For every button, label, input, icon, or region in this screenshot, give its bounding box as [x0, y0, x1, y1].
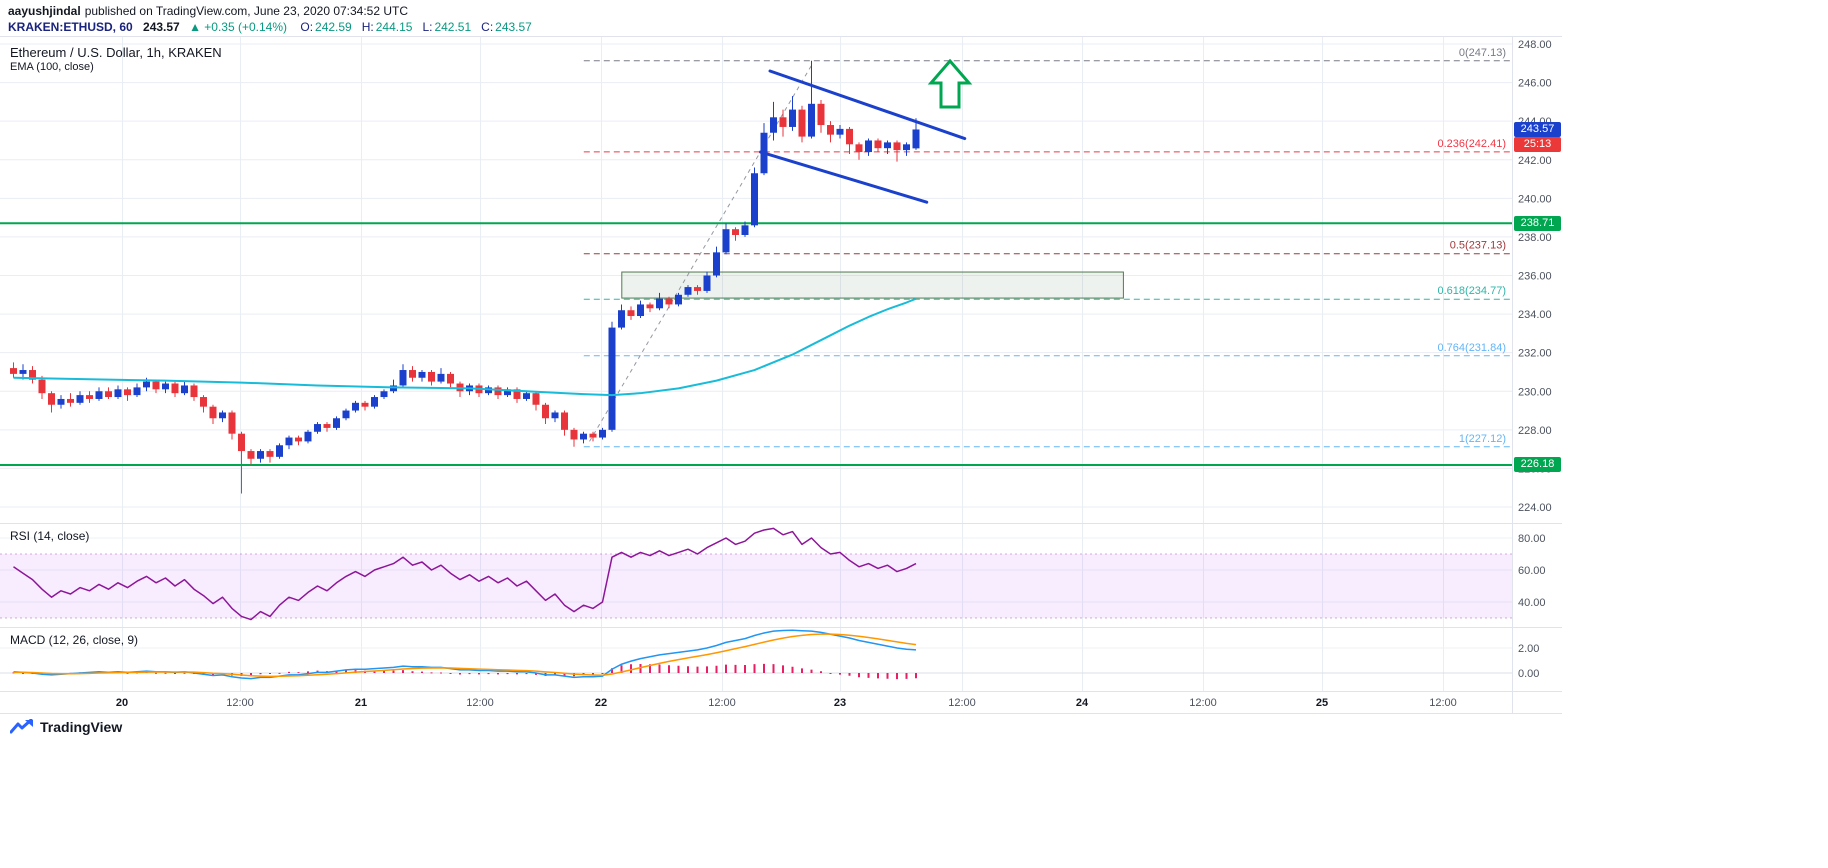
last-price-badge: 243.57 — [1514, 121, 1561, 137]
time-tick-label: 21 — [355, 697, 367, 709]
macd-tick-label: 2.00 — [1518, 643, 1539, 655]
tradingview-logo-icon — [10, 719, 33, 734]
ohlc-label: C: — [481, 20, 494, 34]
price-tick-label: 230.00 — [1518, 386, 1552, 398]
channel-lower-line — [759, 150, 929, 204]
rsi-tick-label: 60.00 — [1518, 565, 1546, 577]
publisher-name: aayushjindal — [8, 4, 81, 18]
time-tick-label: 12:00 — [948, 697, 976, 709]
fib-level-label: 0.618(234.77) — [1438, 285, 1507, 297]
up-arrow-annotation — [927, 58, 973, 109]
fib-level-label: 0.236(242.41) — [1438, 138, 1507, 150]
ohlc-label: O: — [300, 20, 314, 34]
fib-level-label: 0.5(237.13) — [1450, 240, 1506, 252]
fib-level-label: 0(247.13) — [1459, 47, 1506, 59]
ohlc-label: H: — [361, 20, 374, 34]
rsi-band — [0, 554, 1512, 618]
price-tick-label: 232.00 — [1518, 348, 1552, 360]
grid-layer — [0, 36, 1512, 691]
quote-change: ▲ +0.35 (+0.14%) — [189, 20, 288, 34]
rsi-tick-label: 80.00 — [1518, 533, 1546, 545]
price-tick-label: 224.00 — [1518, 502, 1552, 514]
ohlc-values: O: 242.59 H: 244.15 L: 242.51 C: 243.57 — [290, 20, 532, 34]
ohlc-value: 242.51 — [434, 20, 472, 34]
symbol-label: KRAKEN:ETHUSD, 60 — [8, 20, 133, 34]
price-tick-label: 228.00 — [1518, 425, 1552, 437]
publish-text: published on TradingView.com, June 23, 2… — [84, 4, 409, 18]
time-tick-label: 22 — [595, 697, 607, 709]
time-tick-label: 12:00 — [708, 697, 736, 709]
macd-tick-label: 0.00 — [1518, 668, 1539, 680]
rsi-tick-label: 40.00 — [1518, 597, 1546, 609]
time-tick-label: 12:00 — [226, 697, 254, 709]
time-axis[interactable]: 20 12:00 21 12:00 22 12:00 23 12:00 24 12:00 25 12:… — [116, 697, 1457, 709]
ema100-line — [13, 297, 917, 397]
price-tick-label: 246.00 — [1518, 78, 1552, 90]
support-price-badge: 226.18 — [1514, 457, 1561, 473]
time-tick-label: 25 — [1316, 697, 1328, 709]
fib-level-label: 1(227.12) — [1459, 433, 1506, 445]
time-tick-label: 24 — [1076, 697, 1089, 709]
countdown-badge: 25:13 — [1514, 136, 1561, 152]
price-tick-label: 248.00 — [1518, 39, 1552, 51]
rsi-line — [13, 527, 917, 621]
chart-title: Ethereum / U.S. Dollar, 1h, KRAKEN — [10, 45, 222, 60]
time-tick-label: 12:00 — [1429, 697, 1457, 709]
price-tick-label: 242.00 — [1518, 155, 1552, 167]
time-tick-label: 23 — [834, 697, 846, 709]
ohlc-value: 242.59 — [315, 20, 352, 34]
price-tick-label: 238.00 — [1518, 232, 1552, 244]
time-tick-label: 12:00 — [1189, 697, 1217, 709]
time-tick-label: 12:00 — [466, 697, 494, 709]
publish-info: aayushjindal published on TradingView.com… — [8, 4, 408, 18]
rsi-indicator-label: RSI (14, close) — [10, 529, 90, 543]
channel-upper-line — [768, 69, 967, 141]
price-tick-label: 234.00 — [1518, 309, 1552, 321]
time-tick-label: 20 — [116, 697, 128, 709]
price-tick-label: 236.00 — [1518, 271, 1552, 283]
ohlc-value: 244.15 — [375, 20, 413, 34]
ohlc-label: L: — [422, 20, 433, 34]
quote-bar: KRAKEN:ETHUSD, 60 243.57 ▲ +0.35 (+0.14%… — [8, 20, 532, 34]
ohlc-value: 243.57 — [495, 20, 532, 34]
fib-retracement-layer: 0(247.13) 0.236(242.41) 0.5(237.13) 0.618(2… — [583, 47, 1510, 448]
resistance-price-badge: 238.71 — [1514, 215, 1561, 231]
tradingview-logo[interactable]: TradingView — [10, 719, 122, 735]
trend-dashed-line — [589, 63, 814, 442]
ema-indicator-label: EMA (100, close) — [10, 61, 94, 73]
price-tick-label: 240.00 — [1518, 193, 1552, 205]
macd-indicator-label: MACD (12, 26, close, 9) — [10, 633, 139, 647]
fib-level-label: 0.764(231.84) — [1438, 342, 1507, 354]
quote-last-price: 243.57 — [143, 20, 180, 34]
tradingview-logo-text: TradingView — [40, 719, 123, 735]
macd-signal-line — [13, 633, 917, 678]
